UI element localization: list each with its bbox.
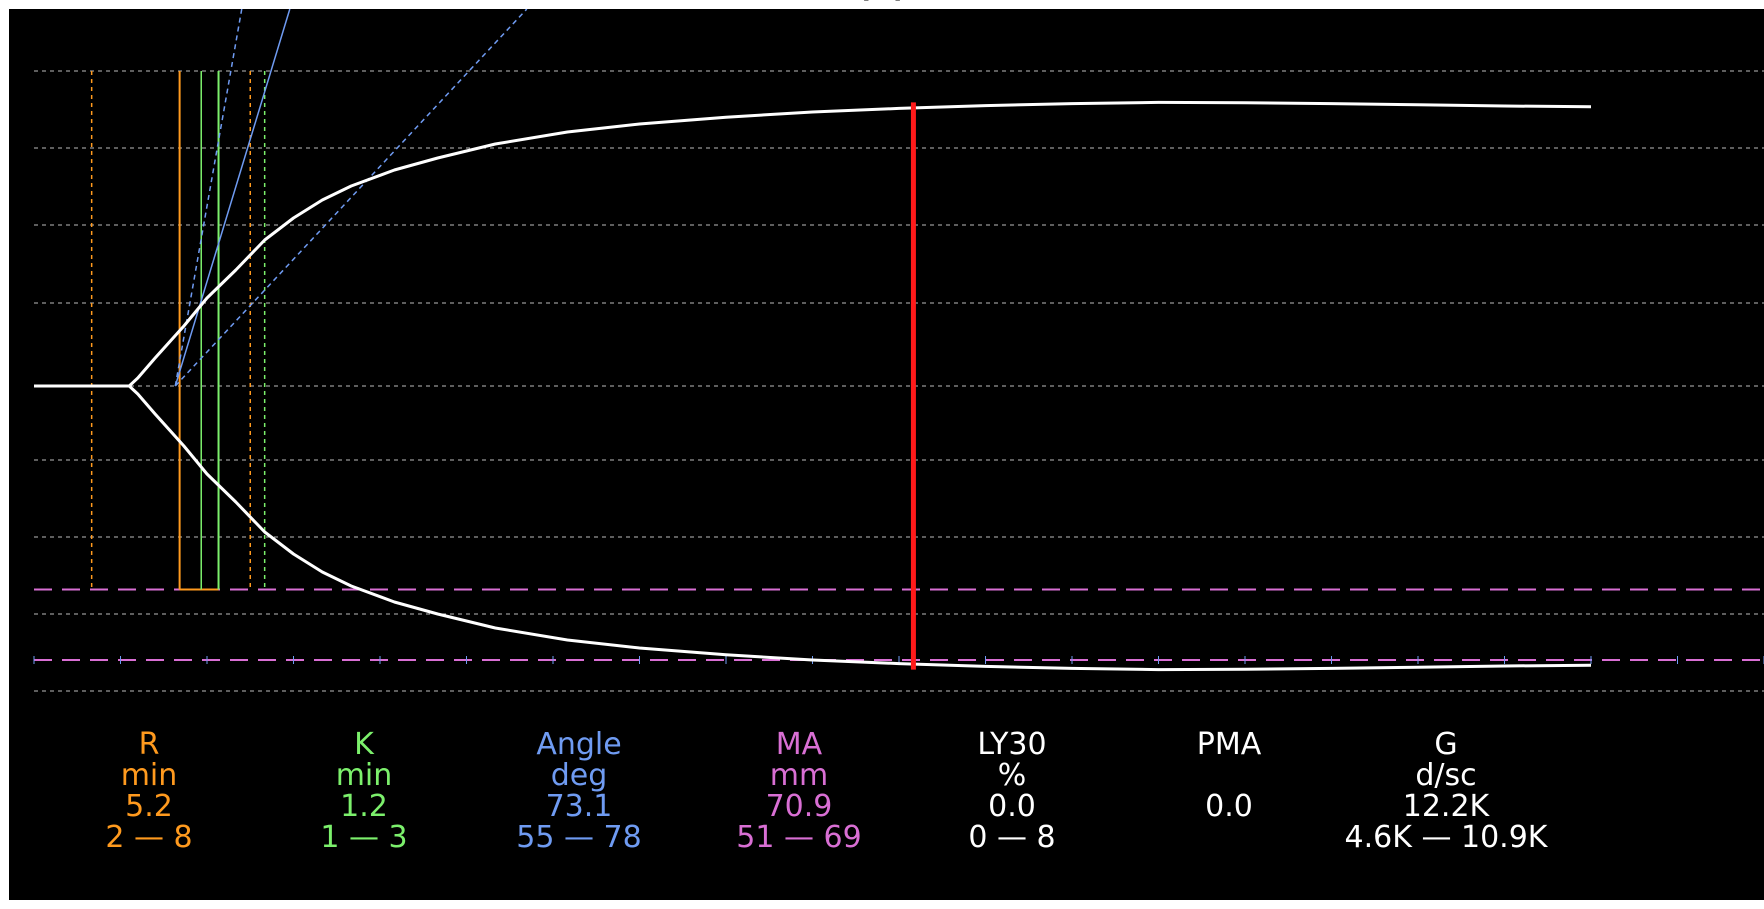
param-unit: deg <box>550 758 608 793</box>
angle-value-line <box>174 9 291 387</box>
title-band: ( ) <box>0 0 1764 9</box>
param-ma: MA mm 70.9 51 — 69 <box>679 729 919 853</box>
param-range <box>1109 822 1349 853</box>
param-name: Angle <box>536 727 622 762</box>
chart-title: ( ) <box>0 0 1764 7</box>
param-name: G <box>1434 727 1458 762</box>
param-ly30: LY30% 0.0 0 — 8 <box>892 729 1132 853</box>
param-range: 2 — 8 <box>105 820 193 855</box>
param-unit: mm <box>769 758 829 793</box>
param-range: 55 — 78 <box>516 820 642 855</box>
param-range: 51 — 69 <box>736 820 862 855</box>
param-range: 0 — 8 <box>968 820 1056 855</box>
param-name: K <box>354 727 374 762</box>
param-value: 73.1 <box>545 789 613 824</box>
angle-range-low-line <box>174 9 528 387</box>
teg-trace-chart <box>33 9 1764 692</box>
param-name: LY30 <box>977 727 1047 762</box>
param-unit: % <box>997 758 1027 793</box>
param-name: MA <box>775 727 823 762</box>
param-unit: min <box>335 758 393 793</box>
param-value: 12.2K <box>1402 789 1490 824</box>
param-value: 0.0 <box>1205 789 1253 824</box>
param-range: 1 — 3 <box>320 820 408 855</box>
param-unit <box>1109 760 1349 791</box>
param-name: PMA <box>1196 727 1262 762</box>
param-value: 5.2 <box>125 789 173 824</box>
param-unit: min <box>120 758 178 793</box>
param-range: 4.6K — 10.9K <box>1344 820 1548 855</box>
param-value: 70.9 <box>765 789 833 824</box>
trace-upper-line <box>34 100 1592 388</box>
param-value: 1.2 <box>340 789 388 824</box>
param-name: R <box>138 727 160 762</box>
param-unit: d/sc <box>1415 758 1477 793</box>
param-angle: Angle deg 73.1 55 — 78 <box>459 729 699 853</box>
param-value: 0.0 <box>988 789 1036 824</box>
trace-lower-line <box>34 384 1592 672</box>
param-pma: PMA 0.0 <box>1109 729 1349 853</box>
